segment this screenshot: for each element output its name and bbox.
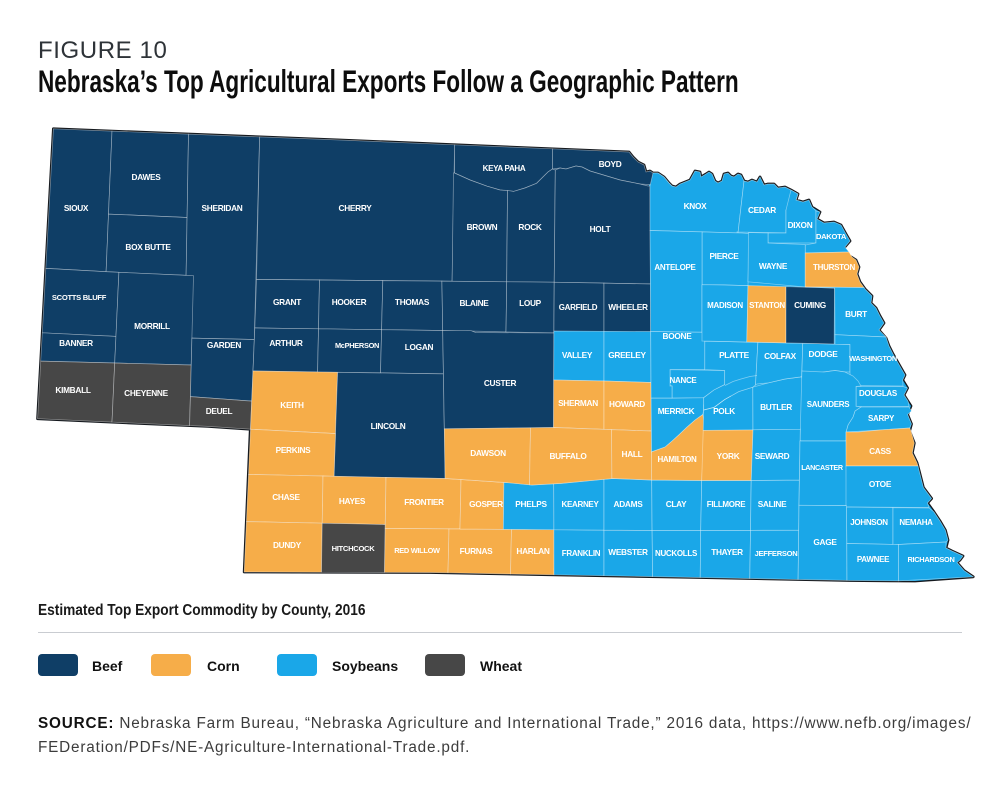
svg-text:SAUNDERS: SAUNDERS — [807, 400, 850, 409]
svg-text:ROCK: ROCK — [518, 222, 542, 232]
svg-text:HAMILTON: HAMILTON — [657, 455, 697, 464]
svg-text:PERKINS: PERKINS — [276, 445, 312, 455]
svg-text:DIXON: DIXON — [788, 220, 813, 230]
svg-text:KNOX: KNOX — [684, 201, 708, 211]
svg-text:BUTLER: BUTLER — [760, 402, 792, 412]
svg-text:GARFIELD: GARFIELD — [559, 303, 598, 312]
svg-text:CHERRY: CHERRY — [339, 203, 373, 213]
svg-text:GRANT: GRANT — [273, 297, 301, 307]
svg-text:POLK: POLK — [713, 406, 735, 416]
svg-text:VALLEY: VALLEY — [562, 350, 593, 360]
svg-text:KEYA PAHA: KEYA PAHA — [483, 164, 526, 173]
svg-text:DAKOTA: DAKOTA — [816, 232, 847, 241]
svg-text:CEDAR: CEDAR — [748, 205, 776, 215]
svg-text:LOUP: LOUP — [519, 298, 542, 308]
svg-text:BANNER: BANNER — [59, 338, 93, 348]
svg-text:JEFFERSON: JEFFERSON — [755, 549, 798, 558]
svg-text:HALL: HALL — [622, 449, 643, 459]
svg-text:DAWES: DAWES — [132, 172, 162, 182]
svg-text:NANCE: NANCE — [670, 376, 698, 385]
svg-text:PHELPS: PHELPS — [515, 499, 547, 509]
svg-text:FRONTIER: FRONTIER — [404, 498, 444, 507]
svg-text:FRANKLIN: FRANKLIN — [562, 549, 601, 558]
svg-text:CUMING: CUMING — [794, 300, 826, 310]
svg-text:STANTON: STANTON — [749, 301, 785, 310]
svg-text:HOWARD: HOWARD — [609, 399, 645, 409]
svg-text:YORK: YORK — [717, 451, 740, 461]
svg-text:DAWSON: DAWSON — [470, 448, 506, 458]
svg-text:DEUEL: DEUEL — [206, 406, 233, 416]
svg-text:CASS: CASS — [869, 446, 892, 456]
svg-text:CHASE: CHASE — [272, 492, 300, 502]
svg-text:LANCASTER: LANCASTER — [801, 463, 844, 472]
svg-text:BOONE: BOONE — [663, 331, 693, 341]
svg-text:SHERIDAN: SHERIDAN — [202, 203, 243, 213]
svg-text:SARPY: SARPY — [868, 414, 895, 423]
svg-text:GREELEY: GREELEY — [608, 350, 646, 360]
svg-text:WASHINGTON: WASHINGTON — [849, 354, 897, 363]
svg-text:BOX BUTTE: BOX BUTTE — [125, 242, 171, 252]
svg-text:CLAY: CLAY — [666, 499, 687, 509]
svg-text:THURSTON: THURSTON — [813, 263, 855, 272]
svg-text:ARTHUR: ARTHUR — [269, 338, 303, 348]
svg-text:HAYES: HAYES — [339, 496, 366, 506]
svg-text:CHEYENNE: CHEYENNE — [124, 388, 168, 398]
svg-text:PLATTE: PLATTE — [719, 350, 750, 360]
svg-text:ANTELOPE: ANTELOPE — [654, 263, 696, 272]
svg-text:HITCHCOCK: HITCHCOCK — [332, 544, 376, 553]
svg-text:JOHNSON: JOHNSON — [850, 518, 888, 527]
svg-text:GOSPER: GOSPER — [469, 499, 503, 509]
svg-text:BURT: BURT — [845, 309, 867, 319]
svg-text:BLAINE: BLAINE — [459, 298, 489, 308]
svg-text:SIOUX: SIOUX — [64, 203, 89, 213]
svg-text:SHERMAN: SHERMAN — [558, 398, 598, 408]
svg-text:DOUGLAS: DOUGLAS — [859, 389, 898, 398]
svg-text:GAGE: GAGE — [813, 537, 837, 547]
svg-text:MADISON: MADISON — [707, 301, 743, 310]
svg-text:NEMAHA: NEMAHA — [899, 518, 933, 527]
svg-text:SCOTTS BLUFF: SCOTTS BLUFF — [52, 293, 107, 302]
svg-text:BOYD: BOYD — [599, 159, 622, 169]
svg-text:LOGAN: LOGAN — [405, 342, 434, 352]
svg-text:ADAMS: ADAMS — [614, 499, 644, 509]
svg-text:PAWNEE: PAWNEE — [857, 555, 890, 564]
svg-text:THAYER: THAYER — [711, 547, 743, 557]
svg-text:KEARNEY: KEARNEY — [561, 500, 599, 509]
svg-text:FURNAS: FURNAS — [460, 546, 494, 556]
svg-text:McPHERSON: McPHERSON — [335, 341, 379, 350]
svg-text:LINCOLN: LINCOLN — [371, 421, 406, 431]
svg-text:HOLT: HOLT — [590, 224, 611, 234]
svg-text:NUCKOLLS: NUCKOLLS — [655, 549, 698, 558]
svg-text:WEBSTER: WEBSTER — [608, 547, 648, 557]
svg-text:BROWN: BROWN — [467, 222, 498, 232]
svg-text:CUSTER: CUSTER — [484, 378, 517, 388]
svg-text:FILLMORE: FILLMORE — [707, 500, 746, 509]
svg-text:MORRILL: MORRILL — [134, 321, 170, 331]
svg-text:RICHARDSON: RICHARDSON — [907, 555, 954, 564]
svg-text:OTOE: OTOE — [869, 479, 892, 489]
svg-text:WHEELER: WHEELER — [608, 302, 648, 312]
svg-text:MERRICK: MERRICK — [658, 406, 695, 416]
svg-text:KEITH: KEITH — [280, 400, 304, 410]
svg-text:WAYNE: WAYNE — [759, 261, 788, 271]
svg-text:BUFFALO: BUFFALO — [549, 451, 587, 461]
svg-text:COLFAX: COLFAX — [764, 351, 797, 361]
svg-text:SEWARD: SEWARD — [755, 451, 790, 461]
svg-text:DUNDY: DUNDY — [273, 540, 302, 550]
svg-text:PIERCE: PIERCE — [709, 251, 739, 261]
svg-text:SALINE: SALINE — [758, 499, 787, 509]
svg-text:GARDEN: GARDEN — [207, 340, 241, 350]
svg-text:HARLAN: HARLAN — [516, 546, 550, 556]
svg-text:KIMBALL: KIMBALL — [55, 385, 90, 395]
svg-text:RED WILLOW: RED WILLOW — [394, 546, 440, 555]
svg-text:DODGE: DODGE — [809, 349, 839, 359]
svg-text:THOMAS: THOMAS — [395, 297, 430, 307]
svg-text:HOOKER: HOOKER — [332, 297, 367, 307]
